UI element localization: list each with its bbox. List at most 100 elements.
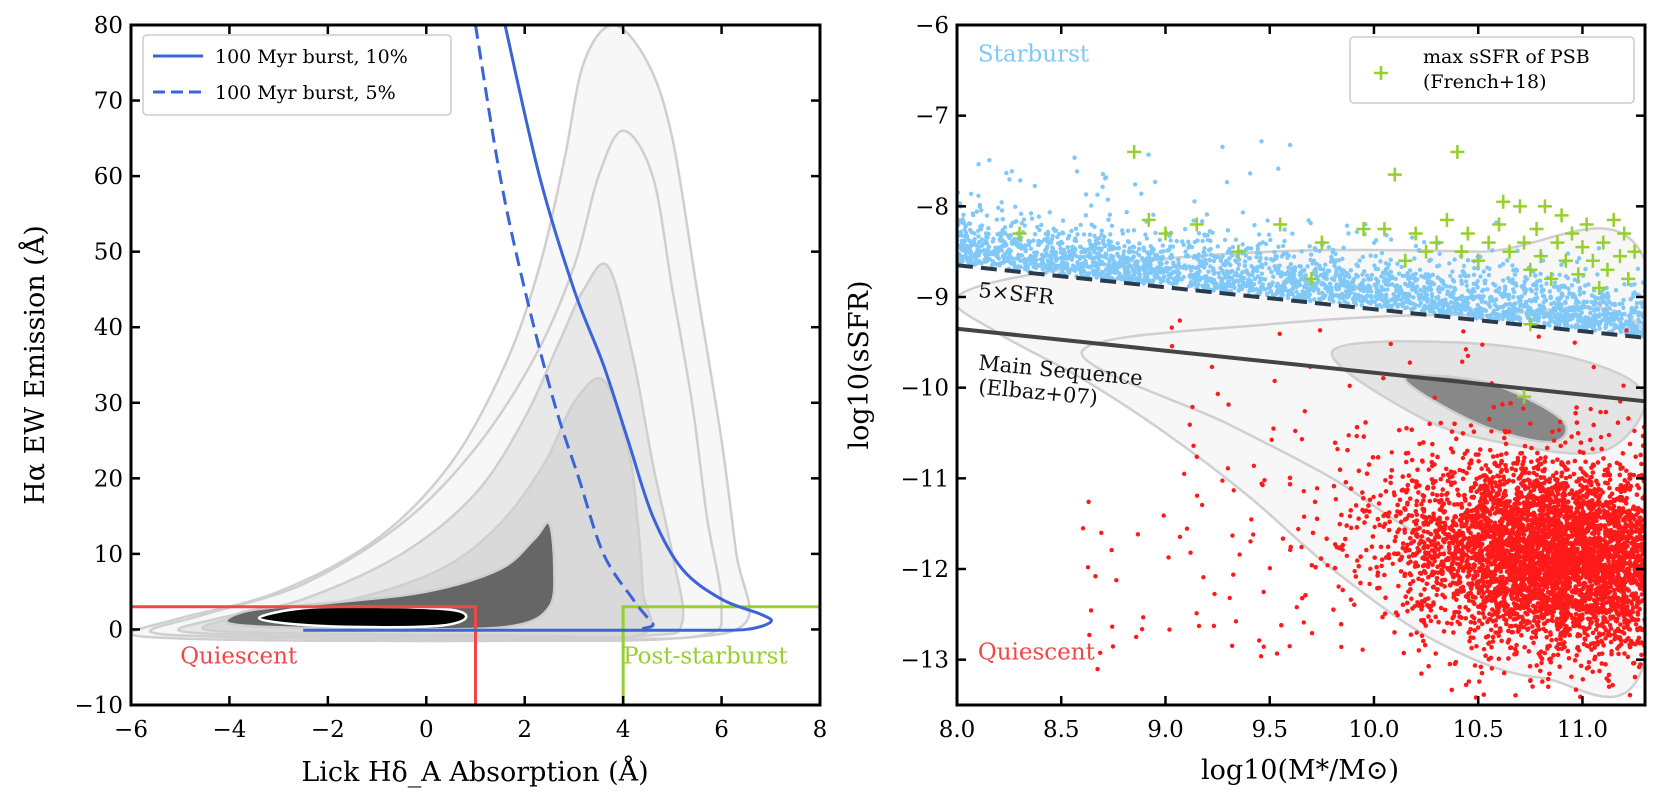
quiescent-point — [1430, 491, 1435, 497]
starburst-point — [1407, 268, 1413, 273]
starburst-point — [1072, 155, 1077, 160]
starburst-point — [1122, 269, 1128, 275]
starburst-point — [1497, 264, 1503, 269]
starburst-point — [989, 262, 995, 268]
starburst-point — [1368, 294, 1373, 299]
y-tick-label: 60 — [94, 164, 123, 190]
quiescent-point — [1652, 614, 1657, 619]
starburst-point — [1628, 296, 1633, 302]
starburst-point — [1533, 273, 1538, 278]
starburst-point — [1490, 248, 1495, 253]
starburst-point — [1009, 169, 1015, 174]
starburst-point — [1372, 282, 1377, 287]
starburst-point — [1083, 192, 1089, 197]
starburst-point — [1210, 268, 1216, 273]
quiescent-point — [1443, 466, 1449, 472]
starburst-point — [1268, 256, 1274, 262]
starburst-point — [1049, 262, 1054, 267]
starburst-point — [1298, 264, 1303, 269]
quiescent-point — [1655, 544, 1660, 549]
starburst-point — [1355, 263, 1361, 269]
starburst-point — [1151, 212, 1156, 218]
starburst-point — [1428, 257, 1434, 262]
starburst-point — [1134, 259, 1139, 264]
starburst-point — [1047, 253, 1052, 259]
starburst-point — [1197, 278, 1202, 283]
starburst-point — [1085, 264, 1090, 269]
starburst-point — [1535, 308, 1541, 313]
starburst-point — [1533, 291, 1539, 297]
quiescent-point — [1650, 569, 1655, 574]
starburst-point — [987, 157, 992, 163]
starburst-point — [1258, 276, 1263, 281]
starburst-point — [1040, 266, 1045, 272]
starburst-point — [1147, 251, 1152, 257]
starburst-point — [1395, 261, 1400, 266]
starburst-point — [1165, 278, 1170, 284]
starburst-point — [1314, 261, 1319, 266]
starburst-point — [1600, 312, 1605, 317]
starburst-point — [1078, 222, 1083, 228]
left-annotations: Quiescent Post-starburst — [180, 643, 788, 669]
quiescent-point — [1647, 497, 1652, 502]
starburst-point — [1141, 245, 1146, 250]
starburst-point — [1276, 166, 1281, 171]
starburst-point — [1103, 251, 1109, 256]
quiescent-point — [1572, 458, 1578, 464]
quiescent-point — [1396, 527, 1402, 532]
starburst-point — [976, 234, 981, 239]
starburst-point — [1622, 282, 1627, 287]
starburst-point — [1478, 274, 1483, 279]
y-tick-label: 50 — [94, 240, 123, 266]
starburst-point — [1065, 244, 1070, 250]
starburst-point — [1265, 218, 1270, 223]
y-tick-label: 80 — [94, 13, 123, 39]
starburst-point — [1139, 191, 1144, 196]
starburst-point — [1223, 283, 1228, 288]
starburst-point — [1235, 273, 1241, 278]
quiescent-point — [1529, 445, 1534, 451]
starburst-point — [1511, 294, 1516, 300]
quiescent-point — [1442, 577, 1448, 583]
quiescent-point — [1653, 487, 1658, 492]
starburst-point — [979, 223, 985, 228]
starburst-point — [959, 257, 964, 262]
left-x-axis-title: Lick Hδ_A Absorption (Å) — [301, 755, 648, 788]
starburst-point — [1318, 266, 1323, 272]
quiescent-point — [1382, 611, 1388, 616]
starburst-point — [1553, 321, 1558, 326]
starburst-point — [1373, 253, 1378, 259]
quiescent-point — [1581, 641, 1587, 647]
quiescent-point — [1337, 521, 1343, 527]
starburst-point — [1074, 169, 1080, 174]
starburst-point — [1111, 245, 1117, 250]
starburst-point — [1029, 216, 1035, 221]
quiescent-point — [1648, 572, 1653, 577]
starburst-point — [1171, 269, 1177, 275]
starburst-point — [1351, 276, 1357, 282]
starburst-point — [1197, 260, 1203, 266]
starburst-point — [1349, 284, 1355, 290]
starburst-point — [1485, 265, 1490, 270]
starburst-point — [1165, 248, 1171, 253]
quiescent-point — [1338, 621, 1344, 627]
starburst-point — [1037, 227, 1042, 233]
starburst-point — [1243, 253, 1248, 258]
quiescent-point — [1489, 666, 1495, 671]
starburst-point — [1340, 256, 1345, 262]
quiescent-point — [1419, 598, 1425, 604]
quiescent-point — [1485, 467, 1491, 472]
starburst-point — [1137, 241, 1142, 246]
starburst-point — [1144, 236, 1150, 241]
starburst-point — [1510, 311, 1516, 316]
quiescent-point — [1543, 455, 1548, 460]
starburst-point — [1018, 211, 1024, 217]
quiescent-point — [1648, 620, 1653, 625]
starburst-point — [1309, 285, 1314, 290]
starburst-point — [1334, 269, 1339, 275]
quiescent-point — [1652, 534, 1657, 539]
starburst-point — [1023, 248, 1028, 254]
starburst-point — [1541, 300, 1546, 305]
quiescent-point — [1612, 632, 1617, 637]
starburst-point — [1069, 228, 1074, 234]
